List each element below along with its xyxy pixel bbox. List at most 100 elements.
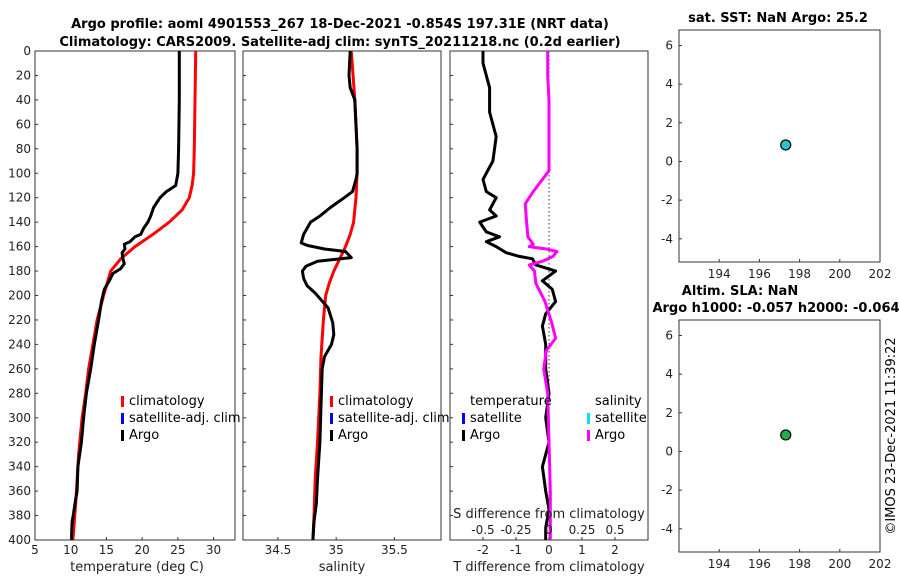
difference-series [478,51,559,540]
legend-heading-temperature: temperature [470,394,552,409]
x2-tick-label: -0.5 [471,523,494,537]
series-line-argo [69,51,181,541]
difference-x2label: S difference from climatology [453,507,645,522]
depth-tick-label: 120 [8,191,31,205]
map-y-tick-label: 0 [665,154,673,168]
sla-map-title: Altim. SLA: NaN [682,284,798,299]
map-y-tick-label: 6 [665,328,673,342]
salinity-difference-x-axis: -0.5 -0.25 0 0.25 0.5 [471,523,624,537]
legend-swatch-argo [330,430,333,441]
salinity-xlabel: salinity [319,560,366,575]
x2-tick-label: 0.5 [605,523,624,537]
series-line-climatology [71,50,198,541]
sst-map-axes: -4 -2 0 2 4 6 194 196 198 200 202 [661,38,891,281]
depth-tick-label: 100 [8,166,31,180]
temperature-xlabel: temperature (deg C) [70,560,204,575]
x-tick-label: 5 [31,543,39,557]
argo-position-marker [780,429,792,441]
depth-tick-label: 20 [16,68,31,82]
sla-map-subtitle: Argo h1000: -0.057 h2000: -0.064 [652,301,899,316]
x2-tick-label: -0.25 [500,523,531,537]
depth-tick-label: 60 [16,117,31,131]
depth-tick-label: 340 [8,460,31,474]
map-y-tick-label: -2 [661,193,673,207]
depth-tick-label: 260 [8,362,31,376]
map-y-tick-label: 4 [665,77,673,91]
x-tick-label: -2 [477,543,489,557]
figure-title-line1: Argo profile: aoml 4901553_267 18-Dec-20… [71,17,609,32]
salinity-legend: climatology satellite-adj. clim Argo [330,394,450,443]
x-tick-label: 20 [135,543,150,557]
depth-tick-label: 280 [8,386,31,400]
difference-legend-salinity: salinity satellite Argo [587,394,647,443]
legend-label-argo: Argo [129,428,159,443]
depth-tick-label: 380 [8,509,31,523]
sst-map-frame [678,29,881,263]
map-x-tick-label: 194 [708,557,731,571]
series-line-s-argo [523,51,559,540]
depth-tick-label: 400 [8,533,31,547]
legend-swatch-climatology [121,396,124,407]
map-y-tick-label: 2 [665,406,673,420]
legend-label-argo: Argo [338,428,368,443]
depth-tick-label: 180 [8,264,31,278]
depth-tick-label: 0 [23,44,31,58]
x-tick-label: 2 [611,543,619,557]
sst-map-title: sat. SST: NaN Argo: 25.2 [688,11,868,26]
legend-label-climatology: climatology [129,394,205,409]
map-x-tick-label: 196 [748,557,771,571]
depth-tick-label: 240 [8,337,31,351]
difference-legend-temperature: temperature satellite Argo [462,394,552,443]
map-x-tick-label: 198 [788,267,811,281]
legend-label-climatology: climatology [338,394,414,409]
map-y-tick-label: 2 [665,116,673,130]
map-x-tick-label: 202 [869,267,892,281]
x-tick-label: 15 [99,543,114,557]
x-tick-label: 1 [578,543,586,557]
map-x-tick-label: 194 [708,267,731,281]
sla-map-axes: -4 -2 0 2 4 6 194 196 198 200 202 [661,328,891,571]
legend-swatch-satellite [330,413,333,424]
map-x-tick-label: 200 [828,267,851,281]
map-x-tick-label: 198 [788,557,811,571]
depth-tick-label: 220 [8,313,31,327]
x-tick-label: -1 [510,543,522,557]
depth-tick-label: 360 [8,484,31,498]
legend-swatch-s-satellite [587,413,590,424]
x2-tick-label: 0.25 [569,523,596,537]
x2-tick-label: 0 [545,523,553,537]
depth-tick-label: 300 [8,411,31,425]
salinity-panel-frame [242,50,442,541]
legend-swatch-t-satellite [462,413,465,424]
x-tick-label: 35 [329,543,344,557]
legend-label-s-satellite: satellite [595,411,647,426]
legend-label-t-argo: Argo [470,428,500,443]
legend-label-t-satellite: satellite [470,411,522,426]
x-tick-label: 35.5 [381,543,408,557]
legend-swatch-satellite [121,413,124,424]
x-tick-label: 34.5 [265,543,292,557]
temperature-series [69,50,198,541]
legend-heading-salinity: salinity [595,394,642,409]
difference-x-axis: -2 -1 0 1 2 [477,537,619,557]
argo-position-marker [780,139,792,151]
depth-tick-label: 160 [8,240,31,254]
legend-label-satellite: satellite-adj. clim [338,411,450,426]
legend-swatch-t-argo [462,430,465,441]
depth-axis: 0 20 40 60 80 100 120 140 160 180 200 220 240 260 280 3… [8,44,453,547]
timestamp: ©IMOS 23-Dec-2021 11:39:22 [884,337,899,534]
temperature-legend: climatology satellite-adj. clim Argo [121,394,241,443]
map-y-tick-label: -4 [661,232,673,246]
x-tick-label: 10 [63,543,78,557]
map-y-tick-label: 0 [665,444,673,458]
map-y-tick-label: -4 [661,522,673,536]
depth-tick-label: 80 [16,142,31,156]
depth-tick-label: 200 [8,289,31,303]
map-y-tick-label: 4 [665,367,673,381]
series-line-argo [299,50,359,541]
x-tick-label: 0 [545,543,553,557]
temperature-x-axis: 5 10 15 20 25 30 [31,537,221,557]
sla-map-frame [678,319,881,553]
map-x-tick-label: 202 [869,557,892,571]
depth-tick-label: 40 [16,93,31,107]
